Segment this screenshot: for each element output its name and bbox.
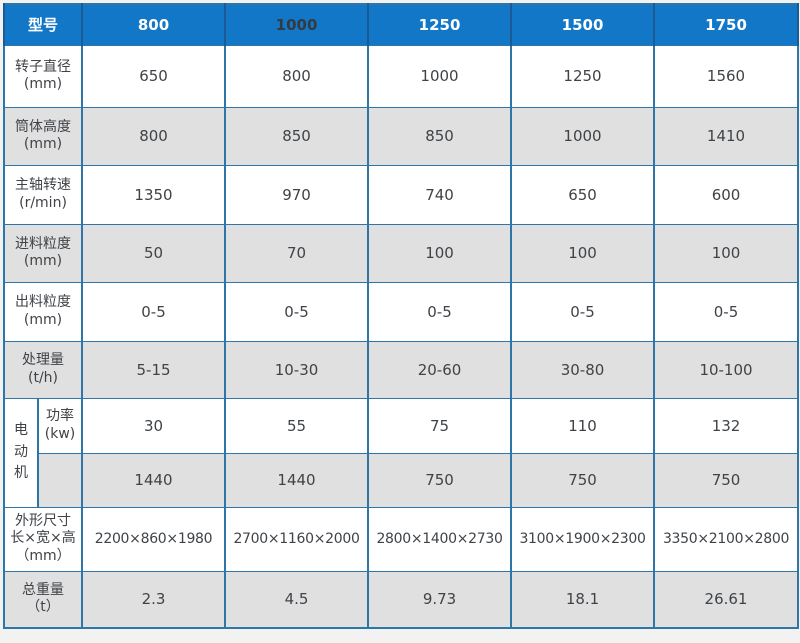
value-cell: 10-30 bbox=[224, 340, 370, 399]
row-discharge-size: 出料粒度 (mm) 0-5 0-5 0-5 0-5 0-5 bbox=[2, 281, 800, 342]
row-motor-speed: 1440 1440 750 750 750 bbox=[4, 452, 800, 508]
value-cell: 3350×2100×2800 bbox=[653, 506, 800, 572]
value-cell: 0-5 bbox=[653, 281, 800, 342]
value-cell: 0-5 bbox=[510, 281, 656, 342]
value-cell: 18.1 bbox=[510, 570, 656, 629]
value-cell: 0-5 bbox=[367, 281, 513, 342]
value-cell: 1250 bbox=[510, 44, 656, 108]
value-cell: 2700×1160×2000 bbox=[224, 506, 370, 572]
row-motor-power: 电动机 功率 (kw) 30 55 75 110 132 bbox=[3, 397, 800, 508]
value-cell: 800 bbox=[81, 106, 227, 166]
value-cell: 850 bbox=[367, 106, 513, 166]
value-cell: 5-15 bbox=[81, 340, 227, 399]
value-cell: 1350 bbox=[81, 164, 227, 225]
value-cell: 75 bbox=[367, 397, 513, 454]
value-cell: 100 bbox=[367, 223, 513, 283]
motor-group-text: 电动机 bbox=[14, 421, 28, 482]
value-cell: 30-80 bbox=[510, 340, 656, 399]
header-model-1000: 1000 bbox=[224, 3, 370, 46]
header-model-1500: 1500 bbox=[510, 3, 656, 46]
value-cell: 0-5 bbox=[81, 281, 227, 342]
header-row: 型号 800 1000 1250 1500 1750 bbox=[2, 3, 800, 46]
value-cell: 740 bbox=[367, 164, 513, 225]
header-model-1750: 1750 bbox=[653, 3, 800, 46]
value-cell: 1410 bbox=[653, 106, 800, 166]
motor-speed-label bbox=[36, 452, 84, 508]
value-cell: 10-100 bbox=[653, 340, 800, 399]
row-label: 出料粒度 (mm) bbox=[2, 281, 84, 342]
header-model-800: 800 bbox=[81, 3, 227, 46]
row-label: 外形尺寸 长×宽×高 （mm） bbox=[2, 506, 84, 572]
value-cell: 750 bbox=[510, 452, 656, 508]
value-cell: 800 bbox=[224, 44, 370, 108]
row-spindle-speed: 主轴转速 (r/min) 1350 970 740 650 600 bbox=[2, 164, 800, 225]
value-cell: 2.3 bbox=[81, 570, 227, 629]
row-label: 进料粒度 (mm) bbox=[2, 223, 84, 283]
value-cell: 30 bbox=[81, 397, 227, 454]
header-model-1250: 1250 bbox=[367, 3, 513, 46]
motor-group-label: 电动机 bbox=[3, 397, 39, 508]
row-label: 筒体高度 (mm) bbox=[2, 106, 84, 166]
row-rotor-diameter: 转子直径 (mm) 650 800 1000 1250 1560 bbox=[2, 44, 800, 108]
value-cell: 600 bbox=[653, 164, 800, 225]
value-cell: 70 bbox=[224, 223, 370, 283]
header-model-label: 型号 bbox=[2, 3, 84, 46]
row-feed-size: 进料粒度 (mm) 50 70 100 100 100 bbox=[2, 223, 800, 283]
value-cell: 132 bbox=[653, 397, 800, 454]
row-label: 主轴转速 (r/min) bbox=[2, 164, 84, 225]
value-cell: 750 bbox=[653, 452, 800, 508]
value-cell: 4.5 bbox=[224, 570, 370, 629]
value-cell: 100 bbox=[510, 223, 656, 283]
row-body-height: 筒体高度 (mm) 800 850 850 1000 1410 bbox=[2, 106, 800, 166]
value-cell: 26.61 bbox=[653, 570, 800, 629]
value-cell: 0-5 bbox=[224, 281, 370, 342]
value-cell: 3100×1900×2300 bbox=[510, 506, 656, 572]
value-cell: 55 bbox=[224, 397, 370, 454]
value-cell: 20-60 bbox=[367, 340, 513, 399]
spec-table: 型号 800 1000 1250 1500 1750 转子直径 (mm) 650… bbox=[2, 3, 800, 629]
value-cell: 50 bbox=[81, 223, 227, 283]
row-capacity: 处理量 (t/h) 5-15 10-30 20-60 30-80 10-100 bbox=[2, 340, 800, 399]
value-cell: 1000 bbox=[367, 44, 513, 108]
row-label: 处理量 (t/h) bbox=[2, 340, 84, 399]
value-cell: 100 bbox=[653, 223, 800, 283]
value-cell: 650 bbox=[510, 164, 656, 225]
row-label: 总重量 （t） bbox=[2, 570, 84, 629]
value-cell: 1560 bbox=[653, 44, 800, 108]
motor-power-label: 功率 (kw) bbox=[36, 397, 84, 454]
value-cell: 650 bbox=[81, 44, 227, 108]
value-cell: 1440 bbox=[224, 452, 370, 508]
value-cell: 850 bbox=[224, 106, 370, 166]
value-cell: 1000 bbox=[510, 106, 656, 166]
value-cell: 110 bbox=[510, 397, 656, 454]
row-dimensions: 外形尺寸 长×宽×高 （mm） 2200×860×1980 2700×1160×… bbox=[2, 506, 800, 572]
value-cell: 2800×1400×2730 bbox=[367, 506, 513, 572]
value-cell: 1440 bbox=[81, 452, 227, 508]
value-cell: 2200×860×1980 bbox=[81, 506, 227, 572]
value-cell: 750 bbox=[367, 452, 513, 508]
row-total-weight: 总重量 （t） 2.3 4.5 9.73 18.1 26.61 bbox=[2, 570, 800, 629]
value-cell: 970 bbox=[224, 164, 370, 225]
value-cell: 9.73 bbox=[367, 570, 513, 629]
row-label: 转子直径 (mm) bbox=[2, 44, 84, 108]
